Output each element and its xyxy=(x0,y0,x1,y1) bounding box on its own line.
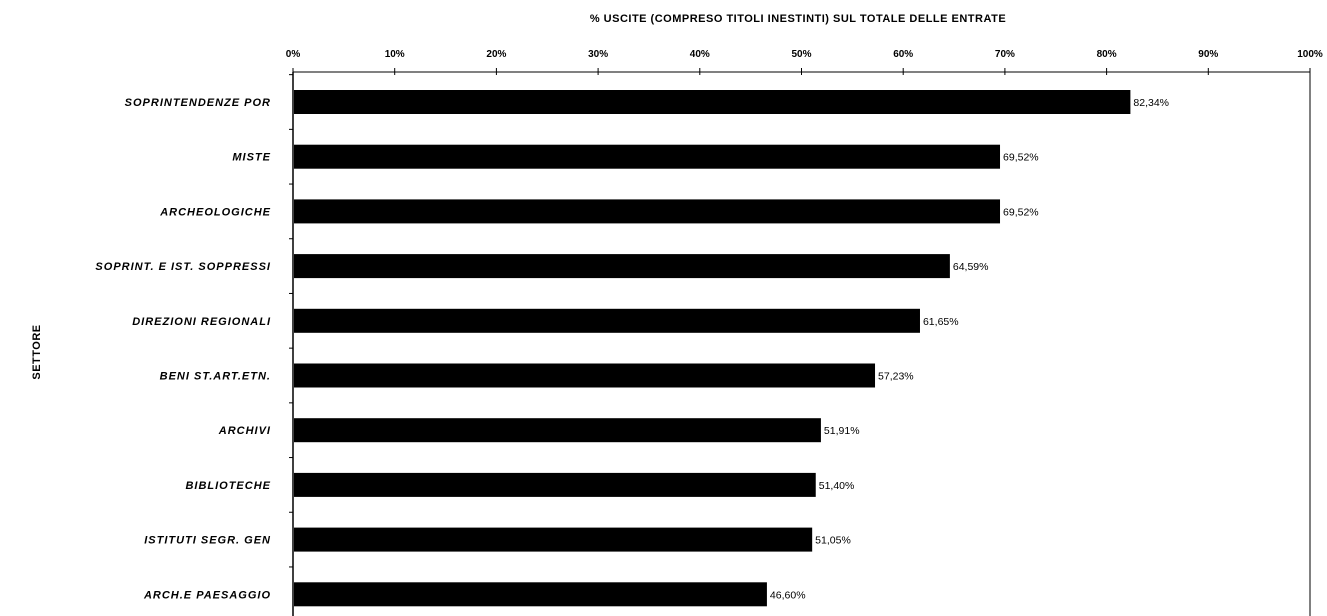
category-label: BIBLIOTECHE xyxy=(185,480,271,492)
data-label: 82,34% xyxy=(1133,97,1169,109)
x-tick-label: 70% xyxy=(995,49,1015,60)
bar xyxy=(294,199,1001,224)
y-axis-title: SETTORE xyxy=(31,324,43,379)
bar xyxy=(294,418,821,443)
x-tick-label: 20% xyxy=(486,49,506,60)
bar xyxy=(294,472,816,497)
category-label: MISTE xyxy=(232,152,271,164)
x-tick-label: 90% xyxy=(1198,49,1218,60)
data-label: 51,91% xyxy=(824,425,860,437)
data-label: 46,60% xyxy=(770,589,806,601)
data-label: 69,52% xyxy=(1003,152,1039,164)
category-label: BENI ST.ART.ETN. xyxy=(160,371,271,383)
category-label: ARCH.E PAESAGGIO xyxy=(143,589,271,601)
x-tick-label: 60% xyxy=(893,49,913,60)
chart-title: % USCITE (COMPRESO TITOLI INESTINTI) SUL… xyxy=(590,13,1006,25)
bar xyxy=(294,308,920,333)
x-axis-ticks: 0% 10% 20% 30% 40% 50% 60% 70% 80% 90% 100% xyxy=(286,49,1323,75)
x-tick-label: 10% xyxy=(385,49,405,60)
bars-group xyxy=(294,90,1131,607)
bar xyxy=(294,363,876,388)
bar xyxy=(294,254,950,279)
category-labels: SOPRINTENDENZE POR MISTE ARCHEOLOGICHE SOPR… xyxy=(95,97,271,601)
bar xyxy=(294,144,1001,169)
bar xyxy=(294,90,1131,114)
category-label: SOPRINTENDENZE POR xyxy=(125,97,271,109)
plot-frame xyxy=(289,71,1311,616)
x-tick-label: 50% xyxy=(791,49,811,60)
x-tick-label: 30% xyxy=(588,49,608,60)
bar xyxy=(294,527,813,552)
data-label: 51,40% xyxy=(819,480,855,492)
category-label: DIREZIONI REGIONALI xyxy=(132,316,271,328)
bar xyxy=(294,582,767,607)
data-label: 51,05% xyxy=(815,535,851,547)
data-label: 69,52% xyxy=(1003,206,1039,218)
category-label: SOPRINT. E IST. SOPPRESSI xyxy=(95,261,271,273)
data-labels: 82,34% 69,52% 69,52% 64,59% 61,65% 57,23% 51,9… xyxy=(770,97,1169,601)
category-label: ARCHIVI xyxy=(218,425,271,437)
category-label: ARCHEOLOGICHE xyxy=(159,206,271,218)
x-tick-label: 40% xyxy=(690,49,710,60)
x-tick-label: 100% xyxy=(1297,49,1323,60)
x-tick-label: 0% xyxy=(286,49,301,60)
data-label: 61,65% xyxy=(923,316,959,328)
category-label: ISTITUTI SEGR. GEN xyxy=(144,535,271,547)
x-tick-label: 80% xyxy=(1097,49,1117,60)
data-label: 57,23% xyxy=(878,371,914,383)
data-label: 64,59% xyxy=(953,261,989,273)
